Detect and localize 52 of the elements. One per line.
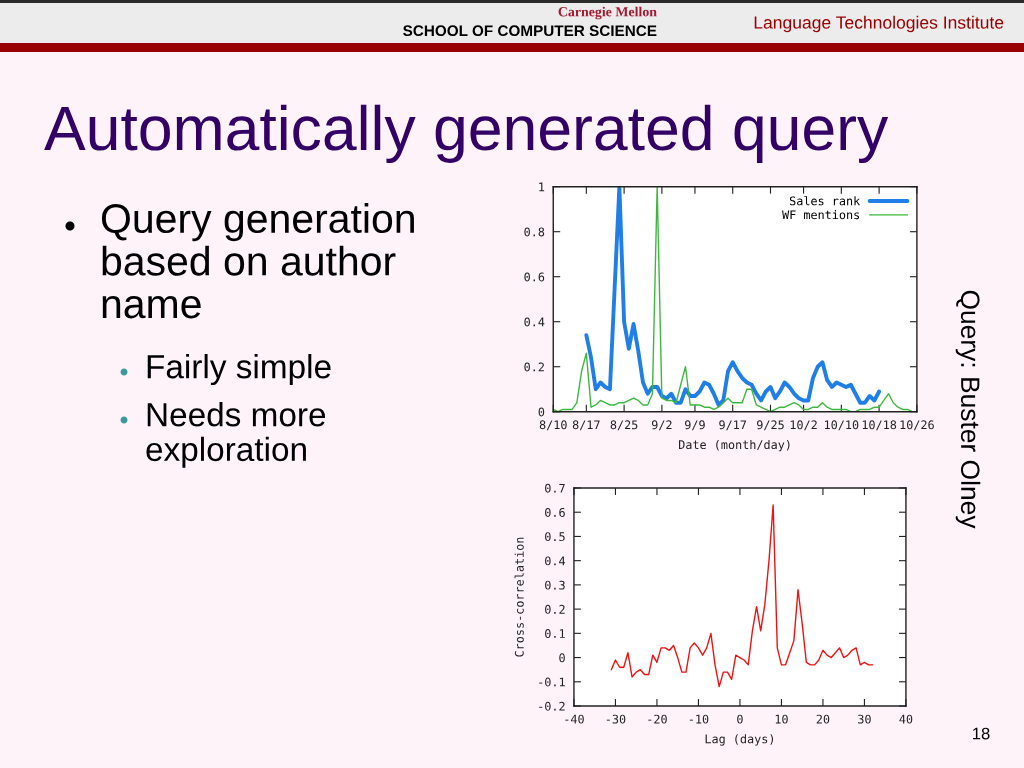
x-tick-label: -30 [606,714,626,724]
text: Language Technologies Institute [754,15,1004,33]
text: Automatically generated query [44,104,889,163]
x-tick-label: 10 [775,714,788,724]
x-tick-label: 10/26 [900,420,934,431]
x-tick-label: 8/10 [539,420,567,431]
y-tick-label: -0.1 [539,677,565,687]
x-tick-label: 40 [899,714,913,724]
y-tick-label: 1 [539,182,545,192]
text: SCHOOL OF COMPUTER SCIENCE [403,25,657,37]
y-tick-label: 0.3 [545,580,565,590]
x-tick-label: 0 [737,714,743,724]
text: Needs more exploration [146,402,326,468]
legend-label: WF mentions [782,210,860,220]
x-tick-label: 9/25 [757,420,784,431]
y-tick-label: 0 [538,407,545,417]
y-tick-label: 0.8 [524,227,545,237]
x-tick-label: 10/10 [824,420,859,431]
text: 18 [973,727,990,740]
x-tick-label: 20 [816,714,830,724]
y-tick-label: 0.6 [524,272,545,282]
y-axis-title: Cross-correlation [514,537,524,657]
x-tick-label: 10/18 [862,420,897,431]
x-tick-label: 9/9 [685,420,705,431]
text: Fairly simple [147,354,331,386]
y-tick-label: -0.2 [539,701,565,711]
y-tick-label: 0.5 [545,532,565,542]
y-tick-label: 0.7 [545,483,565,493]
y-tick-label: 0.1 [545,629,565,639]
y-tick-label: 0.2 [545,604,565,614]
x-tick-label: -20 [648,714,667,724]
x-tick-label: 9/17 [719,420,747,431]
x-axis-title: Lag (days) [705,734,774,746]
y-tick-label: 0.2 [524,362,544,372]
x-tick-label: 30 [858,714,871,724]
text: Query: Buster Olney [955,290,981,529]
y-tick-label: 0.4 [545,556,566,566]
line-series [584,186,882,407]
text: Carnegie Mellon [558,6,657,20]
y-tick-label: 0.4 [524,317,545,327]
legend-label: Sales rank [789,196,861,206]
x-tick-label: 10/2 [790,420,817,431]
x-tick-label: -10 [689,714,709,724]
x-axis-title: Date (month/day) [679,439,790,452]
y-tick-label: 0 [559,653,565,663]
y-tick-label: 0.6 [545,507,565,517]
x-tick-label: -40 [565,714,584,724]
x-tick-label: 9/2 [651,420,672,431]
x-tick-label: 8/25 [610,420,638,431]
x-tick-label: 8/17 [572,420,600,431]
line-series [610,504,874,688]
text: Query generation based on author name [101,203,414,319]
